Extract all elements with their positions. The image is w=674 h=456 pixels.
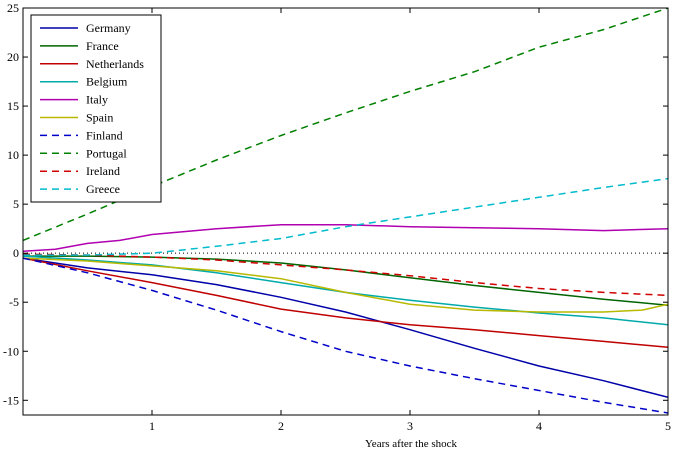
axes: 1 2 3 4 5 -15 -10 -5 0 5 10 15 20 25 Years after the s…	[3, 1, 671, 450]
y-tick-label: 5	[13, 197, 19, 211]
legend-label-italy: Italy	[86, 93, 108, 107]
x-tick-label: 4	[536, 419, 542, 433]
series-line-netherlands	[23, 257, 668, 349]
x-axis-label: Years after the shock	[365, 438, 458, 450]
legend-label-germany: Germany	[86, 21, 131, 35]
plot-area	[23, 8, 668, 414]
y-tick-label: 15	[7, 99, 19, 113]
series-line-greece	[23, 177, 668, 256]
y-tick-label: 0	[13, 246, 19, 260]
y-tick-label: -10	[3, 344, 19, 358]
y-tick-label: 10	[7, 148, 19, 162]
legend-label-belgium: Belgium	[86, 75, 128, 89]
y-tick-label: 25	[7, 1, 19, 15]
series-line-italy	[23, 223, 668, 252]
legend-label-netherlands: Netherlands	[86, 57, 144, 71]
x-tick-label: 3	[407, 419, 413, 433]
legend-label-finland: Finland	[86, 128, 123, 142]
series-line-france	[23, 255, 668, 306]
legend-label-greece: Greece	[86, 182, 120, 196]
series-line-finland	[23, 257, 668, 414]
plot-frame	[22, 7, 669, 416]
legend-label-france: France	[86, 39, 119, 53]
y-tick-label: -15	[3, 393, 19, 407]
legend-label-portugal: Portugal	[86, 146, 127, 160]
series-line-ireland	[23, 253, 668, 297]
x-tick-label: 2	[278, 419, 284, 433]
x-tick-label: 5	[665, 419, 671, 433]
series-line-belgium	[23, 255, 668, 326]
x-tick-label: 1	[149, 419, 155, 433]
series-line-spain	[23, 257, 668, 313]
legend-label-ireland: Ireland	[86, 164, 120, 178]
y-tick-label: -5	[9, 295, 19, 309]
series-line-germany	[23, 257, 668, 399]
legend: Germany France Netherlands Belgium Italy Spai…	[30, 14, 162, 203]
legend-label-spain: Spain	[86, 111, 113, 125]
y-tick-label: 20	[7, 50, 19, 64]
